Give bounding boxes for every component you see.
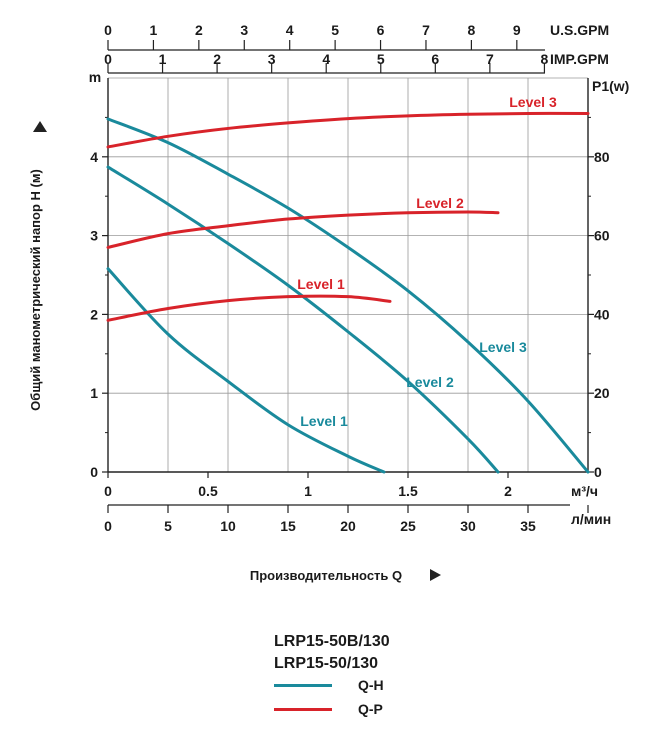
imp-gpm-tick-label: 4 bbox=[322, 51, 330, 67]
us-gpm-tick-label: 5 bbox=[331, 22, 339, 38]
power-tick-label: 20 bbox=[594, 385, 610, 401]
m3h-tick-label: 0 bbox=[104, 483, 112, 499]
curve-q-p-level-3 bbox=[106, 111, 590, 149]
curve-label-q-h-level-3: Level 3 bbox=[479, 339, 527, 355]
imp-gpm-tick-label: 2 bbox=[213, 51, 221, 67]
legend-item-q-h: Q-H bbox=[274, 675, 424, 699]
m3h-tick-label: 1.5 bbox=[398, 483, 418, 499]
grid-lines bbox=[108, 77, 589, 472]
imp-gpm-tick-label: 8 bbox=[541, 51, 549, 67]
legend-swatch-q-h bbox=[274, 684, 332, 687]
curve-q-h-level-3 bbox=[106, 117, 590, 474]
m3h-tick-label: 0.5 bbox=[198, 483, 218, 499]
imp-gpm-tick-label: 3 bbox=[268, 51, 276, 67]
us-gpm-tick-label: 3 bbox=[240, 22, 248, 38]
head-tick-label: 3 bbox=[90, 228, 98, 244]
curve-q-p-level-2 bbox=[106, 210, 500, 249]
power-tick-label: 60 bbox=[594, 228, 610, 244]
lmin-unit-label: л/мин bbox=[571, 511, 611, 527]
imp-gpm-tick-label: 0 bbox=[104, 51, 112, 67]
head-unit-label: m bbox=[89, 69, 101, 85]
legend-swatch-q-p bbox=[274, 708, 332, 711]
us-gpm-tick-label: 8 bbox=[468, 22, 476, 38]
us-gpm-tick-label: 7 bbox=[422, 22, 430, 38]
m3h-tick-label: 1 bbox=[304, 483, 312, 499]
imp-gpm-tick-label: 5 bbox=[377, 51, 385, 67]
lmin-tick-label: 35 bbox=[520, 518, 536, 534]
power-tick-label: 0 bbox=[594, 464, 602, 480]
legend-item-q-p: Q-P bbox=[274, 699, 424, 723]
curve-label-q-h-level-1: Level 1 bbox=[300, 413, 348, 429]
lmin-tick-label: 5 bbox=[164, 518, 172, 534]
us-gpm-tick-label: 1 bbox=[150, 22, 158, 38]
power-tick-label: 40 bbox=[594, 306, 610, 322]
head-tick-label: 0 bbox=[90, 464, 98, 480]
lmin-tick-label: 30 bbox=[460, 518, 476, 534]
curve-label-q-h-level-2: Level 2 bbox=[406, 374, 454, 390]
legend-label-q-p: Q-P bbox=[358, 701, 383, 717]
head-tick-label: 1 bbox=[90, 385, 98, 401]
head-axis-title: Общий манометрический напор H (м) bbox=[28, 169, 43, 411]
head-axis-arrow-icon bbox=[33, 121, 47, 132]
lmin-tick-label: 20 bbox=[340, 518, 356, 534]
imp-gpm-tick-label: 7 bbox=[486, 51, 494, 67]
us-gpm-tick-label: 0 bbox=[104, 22, 112, 38]
power-tick-label: 80 bbox=[594, 149, 610, 165]
legend-label-q-h: Q-H bbox=[358, 677, 384, 693]
flow-axis-title: Производительность Q bbox=[250, 568, 402, 583]
power-unit-label: P1(w) bbox=[592, 78, 629, 94]
curve-label-q-p-level-2: Level 2 bbox=[416, 195, 464, 211]
curve-label-q-p-level-3: Level 3 bbox=[509, 94, 557, 110]
lmin-tick-label: 10 bbox=[220, 518, 236, 534]
imp-gpm-unit-label: IMP.GPM bbox=[550, 51, 609, 67]
model-name-1: LRP15-50B/130 bbox=[274, 633, 390, 650]
flow-axis-arrow-icon bbox=[430, 569, 441, 581]
curve-q-h-level-1 bbox=[106, 267, 386, 474]
lmin-tick-label: 15 bbox=[280, 518, 296, 534]
us-gpm-tick-label: 4 bbox=[286, 22, 294, 38]
model-name-2: LRP15-50/130 bbox=[274, 655, 379, 672]
imp-gpm-tick-label: 1 bbox=[159, 51, 167, 67]
us-gpm-tick-label: 2 bbox=[195, 22, 203, 38]
lmin-tick-label: 0 bbox=[104, 518, 112, 534]
head-tick-label: 2 bbox=[90, 306, 98, 322]
curve-q-p-level-1 bbox=[106, 294, 392, 322]
m3h-tick-label: 2 bbox=[504, 483, 512, 499]
us-gpm-unit-label: U.S.GPM bbox=[550, 22, 609, 38]
us-gpm-tick-label: 6 bbox=[377, 22, 385, 38]
head-tick-label: 4 bbox=[90, 149, 98, 165]
imp-gpm-tick-label: 6 bbox=[431, 51, 439, 67]
m3h-unit-label: м³/ч bbox=[571, 483, 598, 499]
lmin-tick-label: 25 bbox=[400, 518, 416, 534]
curve-q-h-level-2 bbox=[106, 165, 500, 474]
curve-label-q-p-level-1: Level 1 bbox=[297, 276, 345, 292]
legend: LRP15-50B/130 LRP15-50/130 Q-H Q-P bbox=[274, 631, 424, 723]
us-gpm-tick-label: 9 bbox=[513, 22, 521, 38]
